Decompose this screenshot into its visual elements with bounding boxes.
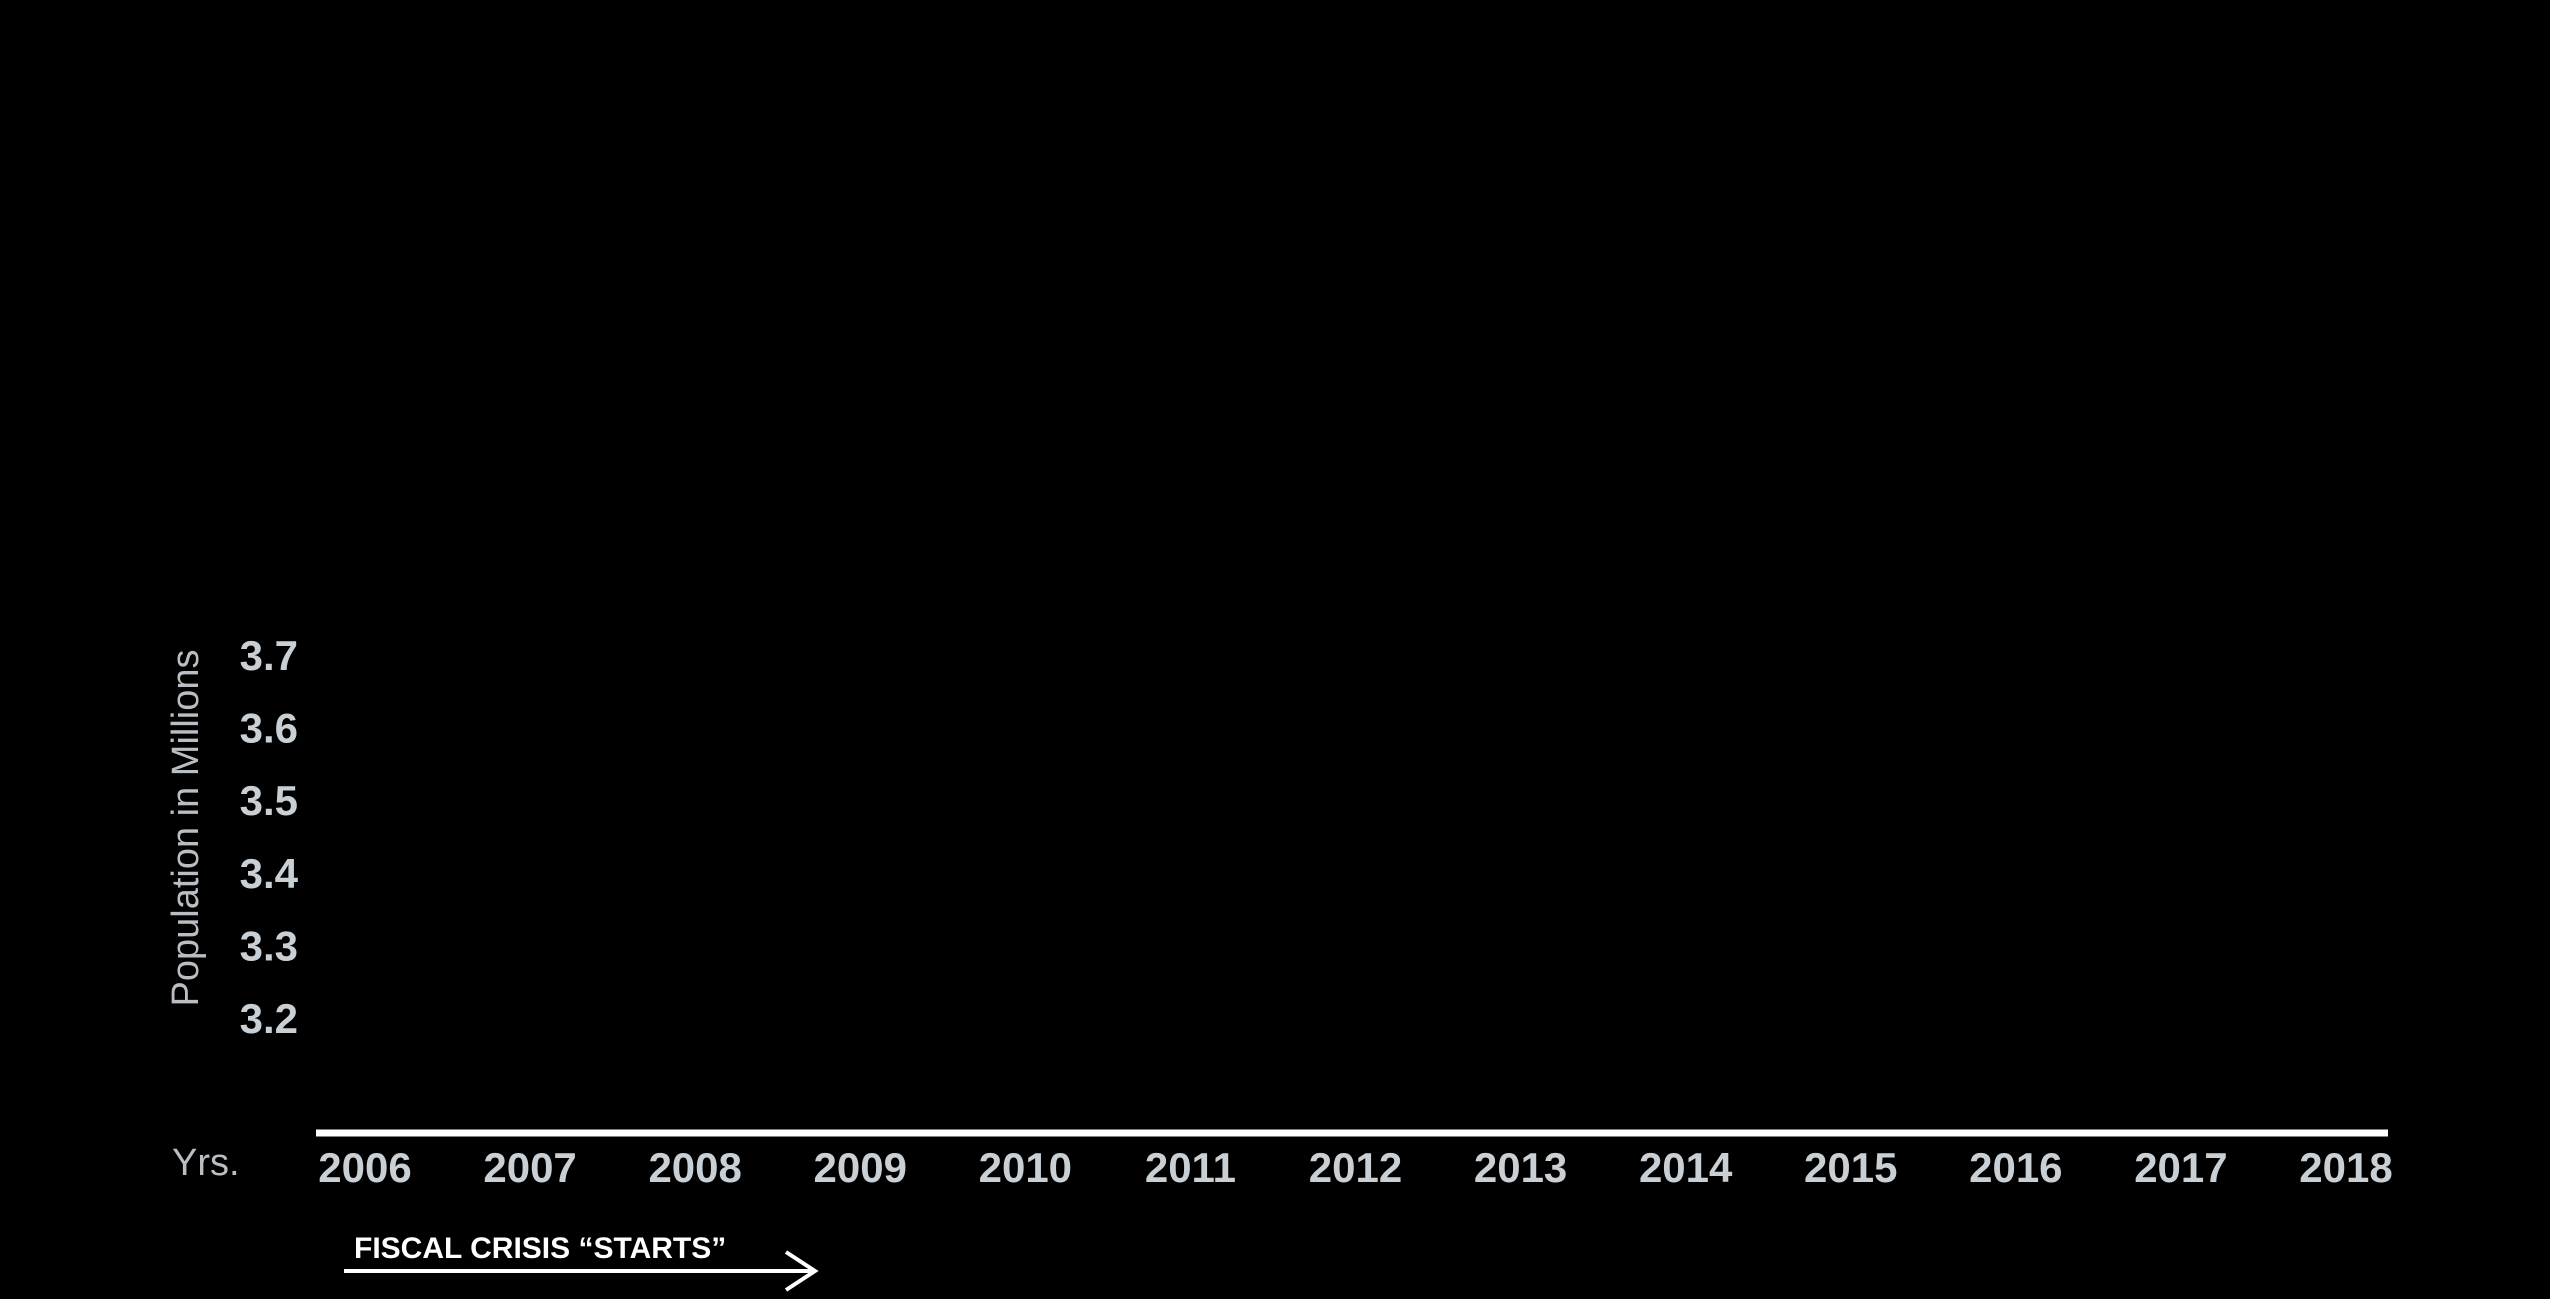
y-tick-label: 3.7 bbox=[240, 632, 298, 679]
y-axis-ticks: 3.7 3.6 3.5 3.4 3.3 3.2 bbox=[240, 632, 299, 1042]
x-tick-label: 2006 bbox=[318, 1144, 411, 1191]
x-tick-label: 2011 bbox=[1145, 1144, 1236, 1191]
x-tick-label: 2017 bbox=[2134, 1144, 2227, 1191]
x-tick-label: 2016 bbox=[1969, 1144, 2062, 1191]
y-axis-title: Population in Millions bbox=[165, 650, 207, 1007]
x-tick-label: 2009 bbox=[814, 1144, 907, 1191]
x-tick-label: 2012 bbox=[1309, 1144, 1402, 1191]
x-tick-label: 2015 bbox=[1804, 1144, 1897, 1191]
x-axis-title: Yrs. bbox=[172, 1142, 240, 1184]
y-tick-label: 3.3 bbox=[240, 922, 298, 969]
x-tick-label: 2014 bbox=[1639, 1144, 1733, 1191]
y-tick-label: 3.5 bbox=[240, 777, 298, 824]
x-tick-label: 2013 bbox=[1474, 1144, 1567, 1191]
annotation-arrow-icon bbox=[344, 1250, 819, 1292]
y-tick-label: 3.2 bbox=[240, 995, 298, 1042]
x-tick-label: 2010 bbox=[979, 1144, 1072, 1191]
x-tick-label: 2007 bbox=[483, 1144, 576, 1191]
y-tick-label: 3.6 bbox=[240, 705, 298, 752]
x-axis-ticks: 2006 2007 2008 2009 2010 2011 2012 2013 2014 2015… bbox=[318, 1144, 2392, 1191]
annotation-fiscal-crisis: FISCAL CRISIS “STARTS” bbox=[354, 1232, 726, 1265]
y-tick-label: 3.4 bbox=[240, 850, 299, 897]
x-tick-label: 2008 bbox=[648, 1144, 741, 1191]
x-tick-label: 2018 bbox=[2299, 1144, 2392, 1191]
